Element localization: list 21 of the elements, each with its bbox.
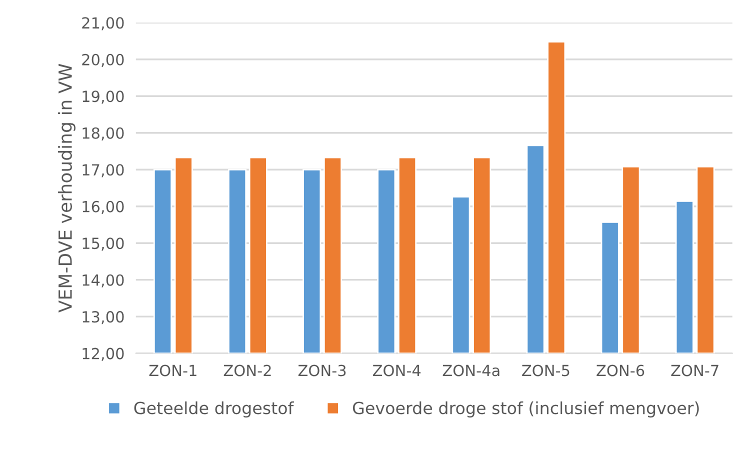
x-tick-label: ZON-2 <box>224 364 271 376</box>
x-tick-label: ZON-4a <box>442 364 500 376</box>
y-tick-label: 13,00 <box>82 311 124 324</box>
y-tick-label: 18,00 <box>82 127 124 140</box>
x-tick-label: ZON-4 <box>372 364 421 376</box>
legend-label: Gevoerde droge stof (inclusief mengvoer) <box>352 401 699 418</box>
y-tick-label: 14,00 <box>82 274 124 288</box>
x-tick-label: ZON-3 <box>298 364 346 376</box>
y-tick-label: 17,00 <box>82 164 124 178</box>
y-tick-label: 12,00 <box>82 348 124 361</box>
x-tick-label: ZON-1 <box>149 364 196 376</box>
x-tick-label: ZON-5 <box>522 364 570 376</box>
y-axis-title: VEM-DVE verhouding in VW <box>58 64 76 312</box>
x-tick-label: ZON-7 <box>671 364 718 376</box>
legend-label: Geteelde drogestof <box>134 401 294 418</box>
y-tick-label: 21,00 <box>82 17 124 30</box>
y-tick-label: 19,00 <box>82 90 124 104</box>
y-tick-label: 16,00 <box>82 200 124 214</box>
x-tick-label: ZON-6 <box>596 364 644 376</box>
y-tick-label: 20,00 <box>82 54 124 67</box>
y-tick-label: 15,00 <box>82 238 124 251</box>
